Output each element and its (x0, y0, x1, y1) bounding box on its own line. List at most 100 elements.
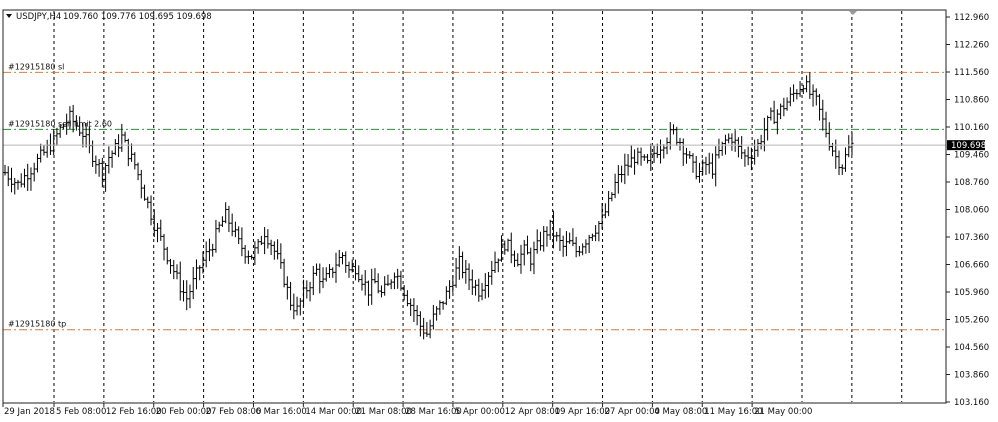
candle (850, 132, 854, 156)
candle (94, 155, 98, 174)
candle (35, 153, 40, 173)
candle (665, 137, 669, 155)
candle (58, 124, 62, 138)
candle (662, 144, 666, 159)
candle (607, 190, 611, 217)
collapse-triangle-icon[interactable] (6, 14, 12, 18)
candle (19, 173, 23, 188)
candle (146, 196, 150, 209)
chart-shift-marker-icon[interactable] (849, 11, 857, 15)
candle (26, 163, 30, 191)
candle (217, 221, 221, 233)
candle (181, 280, 186, 302)
candle (558, 228, 562, 252)
candle (269, 239, 273, 256)
candle (373, 268, 377, 284)
candle (525, 235, 530, 255)
candle (32, 162, 36, 182)
candle (827, 122, 831, 151)
candle (736, 137, 741, 158)
candle (519, 244, 523, 274)
y-tick-label: 112.960 (954, 13, 989, 23)
candle (13, 177, 17, 195)
candle (188, 284, 192, 309)
candle (311, 265, 315, 296)
candle (720, 141, 724, 156)
candle (564, 231, 569, 257)
candle (840, 164, 844, 175)
candle (457, 246, 461, 280)
candle (480, 282, 484, 301)
candle (441, 301, 445, 310)
candle (467, 263, 471, 291)
candle (386, 274, 390, 286)
x-tick-label: 6 Mar 16:00 (255, 407, 306, 417)
candle (684, 147, 689, 164)
candle (308, 281, 312, 302)
candle (535, 229, 539, 254)
candle (766, 115, 770, 141)
candle (337, 249, 341, 268)
level-label: #12915180 sl (8, 62, 64, 71)
candle (227, 205, 231, 233)
candle (681, 138, 685, 166)
y-tick-label: 110.160 (954, 123, 989, 133)
candle (516, 253, 520, 267)
candle (817, 93, 822, 121)
candle (590, 233, 594, 241)
candle (168, 258, 173, 274)
candle (496, 258, 500, 273)
candle (55, 127, 59, 146)
candle (376, 273, 380, 294)
candle (152, 209, 156, 237)
candle (149, 195, 153, 226)
x-tick-label: 19 Apr 16:00 (555, 407, 610, 417)
candle (52, 129, 56, 156)
candle (288, 281, 293, 311)
y-tick-label: 108.060 (954, 206, 989, 216)
candle (100, 157, 104, 188)
candle (740, 136, 744, 160)
candle (298, 298, 302, 316)
candle (266, 229, 270, 249)
candle (697, 162, 702, 183)
candle (600, 202, 604, 230)
level-label: #12915180 tp (8, 320, 66, 329)
candle (399, 270, 403, 291)
candle (110, 150, 114, 168)
candle (577, 246, 582, 257)
candle (224, 202, 228, 224)
current-price-box (947, 140, 985, 151)
candle (29, 167, 33, 191)
candle (191, 266, 195, 300)
candle (795, 89, 799, 100)
candle (522, 240, 526, 266)
candle (71, 104, 75, 133)
candle (509, 232, 513, 264)
candle (834, 139, 838, 169)
candle (775, 109, 779, 135)
candle (120, 123, 124, 152)
candle (418, 311, 422, 337)
candle (233, 221, 238, 238)
x-tick-label: 20 Feb 00:00 (156, 407, 212, 417)
candle (594, 225, 598, 242)
candle (178, 261, 182, 301)
candle (412, 298, 416, 322)
candle (165, 246, 169, 265)
candle (78, 116, 82, 136)
candle (162, 233, 166, 261)
candle (305, 280, 309, 299)
candle (574, 236, 578, 258)
candle (142, 184, 147, 201)
candle (645, 153, 650, 164)
y-tick-label: 111.560 (954, 68, 989, 78)
candle (237, 226, 241, 245)
candle (263, 227, 267, 255)
candle (240, 227, 244, 257)
candle (529, 247, 533, 272)
candle (499, 235, 504, 262)
candle (581, 243, 585, 256)
candle (334, 252, 338, 283)
